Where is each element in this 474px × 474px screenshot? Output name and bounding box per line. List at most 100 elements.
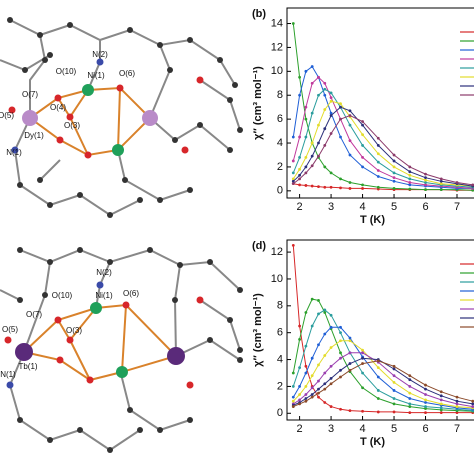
data-point [317,185,320,189]
data-point [408,187,412,191]
data-point [298,385,301,388]
atom-label: Ni(1) [87,71,105,80]
data-point [310,141,314,145]
data-point [376,410,380,414]
x-axis-title: T (K) [360,436,385,448]
data-point [471,402,474,406]
data-point [376,136,380,140]
data-point [298,324,301,328]
data-point [361,409,364,413]
data-point [317,75,320,79]
data-point [361,144,364,147]
y-tick-label: 8 [277,300,283,312]
atom-label: O(10) [56,67,77,76]
data-point [323,144,327,147]
y-axis-title: χ′′ (cm³ mol⁻¹) [252,66,264,140]
data-point [424,393,427,396]
data-point [376,175,380,178]
data-point [361,187,364,190]
data-point [376,366,380,370]
data-point [408,177,412,181]
x-tick-label: 4 [359,423,365,435]
data-point [339,102,342,105]
x-tick-label: 5 [391,423,397,435]
data-point [424,181,427,184]
data-point [310,81,314,85]
data-point [317,299,320,302]
atom-label: O(10) [52,291,73,300]
data-point [317,363,320,367]
data-point [329,382,333,386]
y-tick-label: 6 [277,113,283,125]
data-point [424,401,427,404]
atom-label: Dy(1) [24,131,44,140]
data-point [304,171,308,175]
data-point [323,87,327,91]
data-point [455,402,459,406]
data-point [291,399,295,403]
data-point [298,366,301,370]
data-point [424,178,427,182]
data-point [348,409,352,412]
data-point [424,383,427,387]
data-point [348,153,352,157]
x-tick-label: 6 [422,423,428,435]
data-point [408,378,412,382]
data-point [408,170,412,174]
data-point [317,395,320,399]
data-point [339,186,342,190]
data-point [310,393,314,396]
data-point [329,376,333,380]
data-point [304,135,308,139]
data-point [376,397,380,400]
data-point [361,123,364,127]
data-point [424,411,427,415]
data-point [298,135,301,139]
data-point [361,351,364,355]
data-point [317,312,320,316]
data-point [323,127,327,131]
y-tick-label: 6 [277,327,283,339]
x-tick-label: 5 [391,201,397,213]
data-point [310,386,314,390]
data-point [323,354,327,357]
data-point [323,332,327,336]
panel-label: (d) [252,240,266,252]
x-tick-label: 6 [422,201,428,213]
data-point [298,173,301,177]
data-point [408,391,412,395]
data-point [310,184,314,188]
data-point [304,155,308,159]
y-tick-label: 12 [271,246,283,258]
axes-frame [286,7,474,199]
data-point [471,399,474,403]
y-axis-title: χ′′ (cm³ mol⁻¹) [252,293,264,367]
data-point [339,177,342,181]
data-point [439,177,443,181]
data-point [455,411,459,415]
data-point [392,364,396,368]
atom-label: O(5) [2,325,18,334]
data-point [392,389,396,392]
data-point [329,132,333,135]
data-point [439,402,443,406]
data-point [323,387,327,391]
data-point [304,69,308,73]
data-point [348,181,352,184]
data-point [298,155,301,159]
data-point [329,325,333,329]
data-point [323,165,327,169]
data-point [348,123,352,127]
structure-bottom [0,247,243,453]
data-point [298,393,301,396]
data-point [361,386,364,390]
data-point [291,385,295,388]
data-point [376,185,380,189]
data-point [439,188,443,192]
data-point [348,368,352,372]
data-point [424,407,427,410]
data-point [392,171,396,175]
data-point [376,389,380,392]
data-point [310,324,314,328]
data-point [317,93,320,97]
